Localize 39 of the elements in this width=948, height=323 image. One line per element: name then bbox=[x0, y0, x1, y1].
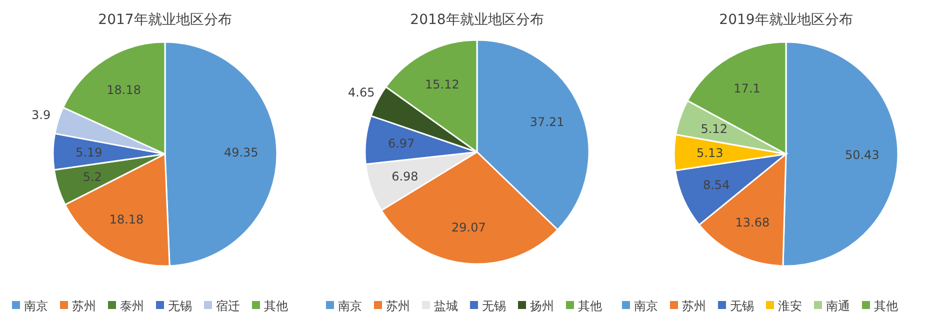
legend-label: 其他 bbox=[578, 299, 602, 313]
legend-label: 宿迁 bbox=[216, 299, 240, 313]
legend-label: 盐城 bbox=[434, 299, 458, 313]
data-label: 29.07 bbox=[451, 220, 486, 235]
chart-title: 2018年就业地区分布 bbox=[410, 12, 544, 28]
data-label: 8.54 bbox=[702, 178, 730, 192]
data-label: 6.97 bbox=[388, 136, 415, 151]
legend-label: 南通 bbox=[826, 299, 850, 313]
legend-label: 南京 bbox=[24, 299, 48, 313]
legend-label: 无锡 bbox=[730, 299, 754, 313]
data-label: 37.21 bbox=[530, 115, 564, 130]
legend-label: 南京 bbox=[338, 299, 362, 313]
legend-label: 无锡 bbox=[168, 299, 192, 313]
data-label: 15.12 bbox=[424, 77, 460, 92]
data-label: 5.13 bbox=[696, 146, 724, 160]
legend-label: 苏州 bbox=[386, 299, 410, 313]
data-label: 17.1 bbox=[734, 82, 760, 96]
data-label: 18.18 bbox=[106, 82, 142, 97]
legend-label: 苏州 bbox=[72, 299, 96, 313]
chart-title: 2017年就业地区分布 bbox=[98, 12, 232, 28]
legend-label: 其他 bbox=[264, 299, 288, 313]
data-label: 5.2 bbox=[82, 170, 102, 184]
chart-title: 2019年就业地区分布 bbox=[719, 12, 853, 28]
legend-label: 其他 bbox=[874, 299, 898, 313]
data-label: 50.43 bbox=[844, 148, 880, 162]
legend-label: 无锡 bbox=[482, 299, 506, 313]
data-label: 13.68 bbox=[735, 215, 770, 230]
legend-label: 泰州 bbox=[120, 299, 144, 313]
legend-label: 淮安 bbox=[778, 299, 802, 313]
legend-label: 扬州 bbox=[530, 299, 554, 313]
data-label: 18.18 bbox=[109, 212, 144, 227]
data-label: 5.12 bbox=[700, 122, 728, 136]
legend-label: 苏州 bbox=[682, 299, 706, 313]
data-label: 5.19 bbox=[75, 145, 102, 160]
data-label: 49.35 bbox=[224, 145, 258, 160]
data-label: 6.98 bbox=[392, 170, 418, 184]
data-label: 4.65 bbox=[348, 86, 375, 100]
data-label: 3.9 bbox=[31, 108, 51, 122]
legend-label: 南京 bbox=[634, 299, 658, 313]
